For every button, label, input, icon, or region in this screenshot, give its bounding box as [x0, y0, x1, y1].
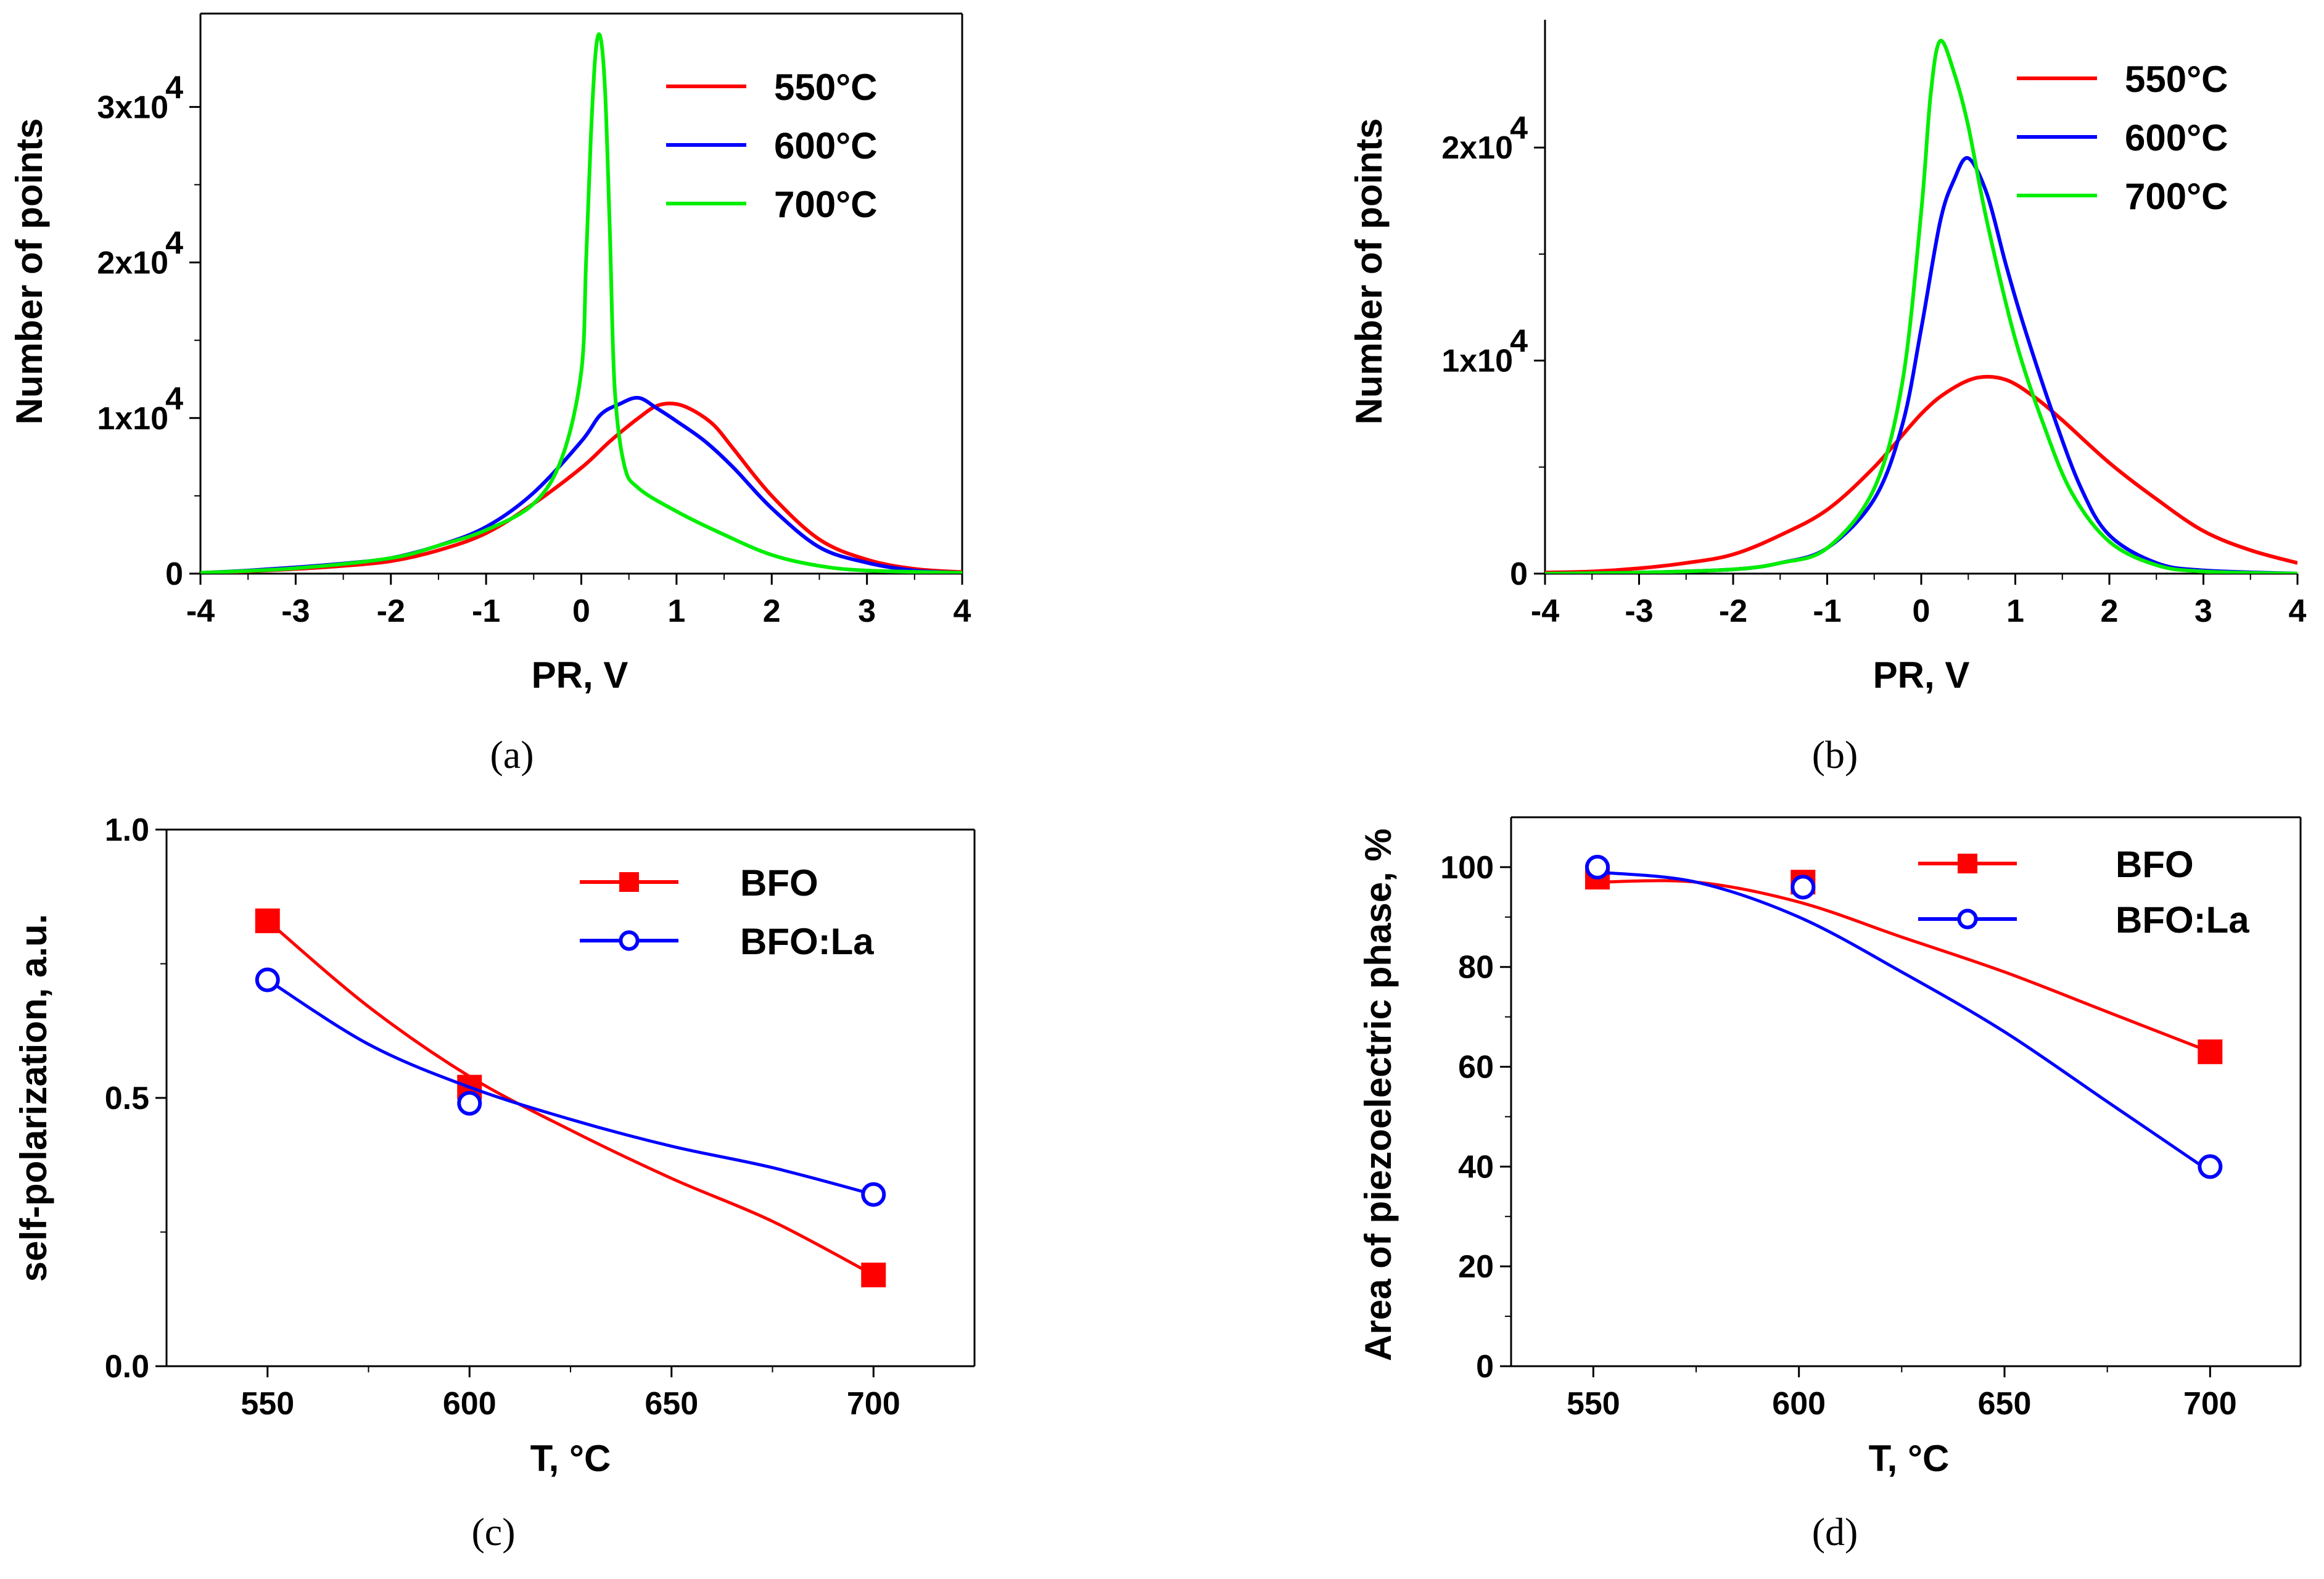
legend-marker — [1958, 854, 1977, 873]
x-tick-label: 4 — [954, 593, 971, 629]
legend-label: 700°C — [2125, 176, 2228, 217]
x-tick-label: 650 — [1978, 1386, 2032, 1422]
y-tick-label: 0.5 — [105, 1081, 149, 1116]
x-tick-label: 600 — [1772, 1386, 1826, 1422]
data-point-BFO:La — [1790, 875, 1816, 900]
x-axis-label: T, °C — [530, 1438, 611, 1479]
legend-label: 600°C — [2125, 117, 2228, 159]
x-tick-label: 1 — [667, 593, 685, 629]
legend-label: 600°C — [774, 125, 877, 167]
x-tick-label: 0 — [572, 593, 590, 629]
legend-label: BFO:La — [740, 921, 874, 962]
y-axis-label: Number of points — [9, 118, 50, 425]
data-point-BFO:La — [1585, 854, 1610, 880]
panel-caption: (c) — [471, 1510, 515, 1554]
y-tick-label: 2x10 — [1441, 130, 1513, 166]
x-tick-label: 700 — [2183, 1386, 2237, 1422]
panel-caption: (d) — [1812, 1510, 1858, 1554]
y-tick-exponent: 4 — [165, 226, 183, 262]
x-tick-label: -2 — [377, 593, 405, 629]
x-tick-label: -2 — [1719, 593, 1747, 629]
fit-line-BFO:La — [1597, 870, 2211, 1173]
x-tick-label: 0 — [1913, 593, 1930, 629]
data-point-BFO:La — [255, 967, 280, 992]
x-axis-label: PR, V — [1873, 654, 1970, 696]
y-tick-exponent: 4 — [165, 70, 183, 105]
x-tick-label: 3 — [858, 593, 876, 629]
x-tick-label: 700 — [847, 1386, 900, 1422]
y-tick-label: 0 — [1510, 556, 1528, 592]
x-tick-label: -4 — [1531, 593, 1559, 629]
y-tick-label: 100 — [1440, 850, 1494, 886]
x-tick-label: 1 — [2006, 593, 2024, 629]
series-line-600°C — [200, 395, 962, 574]
chart-panel-d: 550 600 650 700 0 20 40 60 80 100 T, °C Area of pie… — [1358, 816, 2302, 1554]
legend-marker — [619, 930, 640, 951]
x-tick-label: 4 — [2289, 593, 2307, 629]
data-point-BFO:La — [457, 1090, 482, 1116]
legend-marker — [1957, 909, 1978, 930]
series-line-550°C — [200, 402, 962, 574]
y-tick-label: 0 — [1476, 1349, 1494, 1385]
y-tick-label: 0.0 — [105, 1349, 149, 1385]
y-tick-label: 1.0 — [105, 812, 149, 848]
x-tick-label: 2 — [763, 593, 781, 629]
data-point-BFO — [861, 1263, 886, 1288]
x-tick-label: 550 — [241, 1386, 294, 1422]
x-tick-label: 650 — [645, 1386, 698, 1422]
x-tick-label: 600 — [443, 1386, 497, 1422]
y-tick-exponent: 4 — [1510, 110, 1528, 146]
legend-label: BFO — [2116, 844, 2194, 885]
y-tick-label: 20 — [1458, 1249, 1494, 1285]
data-point-BFO — [255, 908, 280, 933]
y-tick-exponent: 4 — [1510, 324, 1528, 360]
y-tick-exponent: 4 — [165, 381, 183, 417]
y-axis-label: Area of piezoelectric phase, % — [1358, 828, 1399, 1361]
data-point-BFO:La — [861, 1182, 886, 1207]
y-tick-label: 2x10 — [97, 245, 168, 281]
panel-caption: (b) — [1812, 733, 1858, 777]
data-point-BFO:La — [2198, 1154, 2223, 1179]
x-tick-label: 550 — [1567, 1386, 1620, 1422]
x-tick-label: 3 — [2194, 593, 2212, 629]
x-tick-label: -1 — [1813, 593, 1841, 629]
x-tick-label: -4 — [186, 593, 215, 629]
legend-marker — [619, 872, 639, 892]
legend-label: BFO — [740, 862, 818, 904]
data-point-BFO — [2198, 1039, 2223, 1065]
y-axis-label: self-polarization, a.u. — [13, 914, 54, 1282]
legend-label: BFO:La — [2116, 899, 2249, 941]
y-axis-label: Number of points — [1348, 118, 1390, 425]
legend-label: 550°C — [2125, 59, 2228, 100]
y-tick-label: 80 — [1458, 950, 1494, 986]
x-tick-label: -3 — [281, 593, 310, 629]
series-line-700°C — [200, 32, 962, 574]
fit-line-BFO:La — [266, 978, 874, 1197]
x-tick-label: 2 — [2101, 593, 2119, 629]
x-axis-label: PR, V — [532, 654, 628, 696]
legend-label: 700°C — [774, 184, 877, 225]
y-tick-label: 40 — [1458, 1149, 1494, 1185]
series-line-700°C — [1545, 39, 2297, 574]
panel-caption: (a) — [490, 733, 534, 777]
x-axis-label: T, °C — [1869, 1438, 1950, 1479]
legend-label: 550°C — [774, 67, 877, 108]
y-tick-label: 1x10 — [97, 401, 168, 437]
y-tick-label: 1x10 — [1441, 344, 1513, 379]
x-tick-label: -3 — [1625, 593, 1653, 629]
fit-line-BFO — [266, 919, 875, 1277]
x-tick-label: -1 — [472, 593, 500, 629]
chart-panel-c: 550 600 650 700 0.0 0.5 1.0 T, °C self-polarizat… — [13, 812, 976, 1554]
y-tick-label: 0 — [165, 556, 183, 592]
y-tick-label: 60 — [1458, 1050, 1494, 1086]
series-line-550°C — [1545, 374, 2297, 574]
y-tick-label: 3x10 — [97, 89, 168, 125]
